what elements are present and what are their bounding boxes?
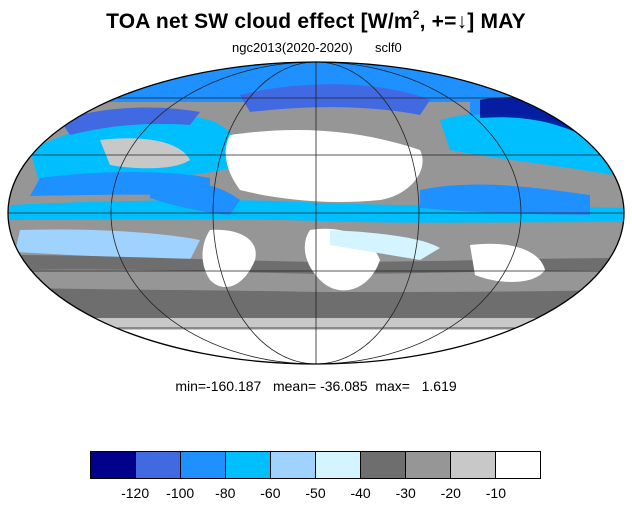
maritime-continent-cloud (420, 184, 590, 215)
colorbar-box-9 (496, 452, 540, 478)
colorbar-tick-label: -100 (166, 485, 195, 501)
colorbar-box-3 (226, 452, 271, 478)
variable-label: sclf0 (375, 40, 402, 55)
colorbar-tick-label: -50 (305, 485, 326, 501)
colorbar-box-5 (316, 452, 361, 478)
stats-text: min=-160.187 mean= -36.085 max= 1.619 (175, 378, 457, 394)
colorbar-box-1 (136, 452, 181, 478)
colorbar-tick-label: -120 (121, 485, 150, 501)
southern-midlatitude-band (30, 269, 610, 292)
indian-ocean-cloud (330, 230, 440, 260)
title-main: TOA net SW cloud effect [W/m (106, 10, 413, 33)
caribbean-cloud (150, 179, 240, 215)
colorbar-box-2 (181, 452, 226, 478)
colorbar-tick-label: -40 (350, 485, 371, 501)
south-pacific-convergence (15, 229, 200, 260)
colorbar-tick-label: -80 (215, 485, 236, 501)
north-america-land (100, 138, 190, 169)
colorbar-box-6 (361, 452, 406, 478)
colorbar (90, 451, 541, 479)
south-america (202, 229, 256, 288)
colorbar-box-7 (406, 452, 451, 478)
title-rest: , +=↓] MAY (419, 10, 526, 33)
colorbar-tick-label: -10 (485, 485, 506, 501)
experiment-label: ngc2013(2020-2020) (232, 40, 353, 55)
north-atlantic-cloud (240, 84, 430, 115)
alaska-cloud (60, 107, 200, 135)
colorbar-box-0 (91, 452, 136, 478)
sahara-region (225, 130, 423, 202)
kamchatka-cloud (480, 97, 610, 145)
colorbar-tick-label: -20 (440, 485, 461, 501)
meridian-60 (212, 62, 420, 364)
colorbar-tick-label: -30 (395, 485, 416, 501)
map-border (7, 61, 625, 365)
australia (470, 243, 545, 282)
meridian-120 (110, 62, 522, 364)
colorbar-box-4 (271, 452, 316, 478)
colorbar-tick-label: -60 (260, 485, 281, 501)
title-superscript: 2 (412, 8, 420, 22)
colorbar-box-8 (451, 452, 496, 478)
map-title: TOA net SW cloud effect [W/m2, +=↓] MAY (0, 8, 632, 34)
